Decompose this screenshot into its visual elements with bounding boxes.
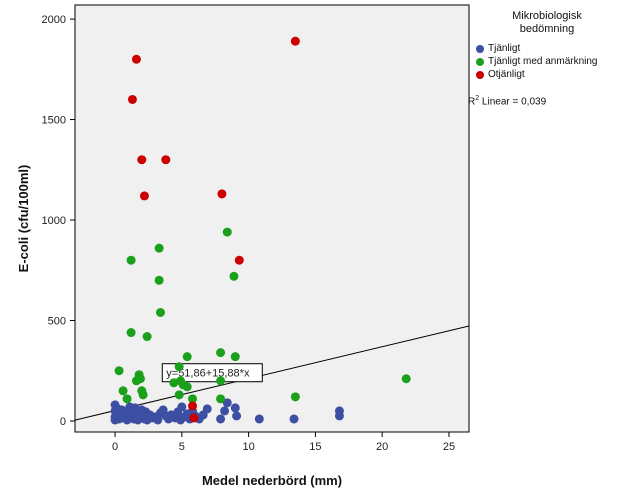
point-tjänligt	[334, 411, 344, 421]
point-tjänligt-med-anmärkning	[122, 394, 132, 404]
point-tjänligt-med-anmärkning	[182, 352, 192, 362]
fit-line	[74, 325, 470, 421]
point-otjänligt	[188, 401, 198, 411]
r2-symbol: R	[468, 96, 476, 108]
point-otjänligt	[127, 94, 137, 104]
point-tjänligt	[220, 406, 230, 416]
x-tick-label: 0	[112, 441, 118, 453]
legend-items: Tjänligt Tjänligt med anmärkning Otjänligt	[472, 42, 622, 81]
plot-area	[74, 4, 470, 433]
fit-line-group: y=51,86+15,88*x	[74, 325, 470, 421]
point-tjänligt	[216, 414, 226, 424]
x-tick-label: 10	[243, 441, 255, 453]
point-tjänligt-med-anmärkning	[155, 307, 165, 317]
point-tjänligt-med-anmärkning	[174, 362, 184, 372]
x-tick-label: 25	[443, 441, 455, 453]
point-tjänligt-med-anmärkning	[216, 376, 226, 386]
y-axis-ticks: 0 500 1000 1500 2000	[42, 14, 75, 428]
fit-equation-box	[161, 363, 263, 383]
point-tjänligt-med-anmärkning	[154, 275, 164, 285]
x-axis-ticks: 0 5 10 15 20 25	[112, 432, 455, 453]
r2-value: Linear = 0,039	[479, 96, 547, 108]
point-tjänligt-med-anmärkning	[126, 255, 136, 265]
point-otjänligt	[234, 255, 244, 265]
legend-label: Otjänligt	[488, 69, 525, 80]
point-tjänligt-med-anmärkning	[401, 374, 411, 384]
point-tjänligt-med-anmärkning	[154, 243, 164, 253]
y-tick-label: 1500	[42, 115, 66, 127]
point-tjänligt-med-anmärkning	[229, 271, 239, 281]
point-otjänligt	[290, 36, 300, 46]
x-axis-title: Medel nederbörd (mm)	[202, 473, 342, 488]
point-tjänligt-med-anmärkning	[216, 394, 226, 404]
point-tjänligt	[202, 404, 212, 414]
data-points	[110, 36, 411, 425]
point-tjänligt-med-anmärkning	[118, 386, 128, 396]
point-tjänligt-med-anmärkning	[126, 328, 136, 338]
point-tjänligt-med-anmärkning	[188, 394, 198, 404]
legend-marker	[476, 44, 484, 53]
point-tjänligt	[254, 414, 264, 424]
legend-marker	[476, 70, 484, 79]
point-tjänligt-med-anmärkning	[182, 382, 192, 392]
r2-superscript: 2	[475, 95, 480, 102]
y-axis-title: E-coli (cfu/100ml)	[16, 165, 31, 273]
x-tick-label: 20	[376, 441, 388, 453]
point-tjänligt	[177, 402, 187, 412]
point-otjänligt	[189, 413, 199, 423]
r2-annotation: R2 Linear = 0,039	[468, 95, 546, 107]
legend-item: Otjänligt	[476, 68, 622, 81]
x-tick-label: 15	[309, 441, 321, 453]
legend-item: Tjänligt med anmärkning	[476, 55, 622, 68]
point-otjänligt	[137, 155, 147, 165]
point-tjänligt	[289, 414, 299, 424]
legend-title-line2: bedömning	[519, 23, 575, 35]
legend-marker	[476, 57, 484, 66]
point-tjänligt-med-anmärkning	[290, 392, 300, 402]
point-tjänligt	[153, 415, 163, 425]
y-tick-label: 2000	[42, 14, 66, 26]
point-otjänligt	[131, 54, 141, 64]
legend: Mikrobiologisk bedömning Tjänligt Tjänlig…	[472, 10, 622, 81]
point-otjänligt	[139, 191, 149, 201]
point-tjänligt-med-anmärkning	[230, 352, 240, 362]
y-tick-label: 0	[60, 416, 66, 428]
legend-title-line1: Mikrobiologisk	[512, 10, 582, 22]
point-tjänligt	[230, 403, 240, 413]
point-tjänligt	[222, 398, 232, 408]
point-tjänligt-med-anmärkning	[216, 348, 226, 358]
x-tick-label: 5	[179, 441, 185, 453]
point-tjänligt-med-anmärkning	[138, 390, 148, 400]
y-tick-label: 1000	[42, 215, 66, 227]
point-tjänligt-med-anmärkning	[114, 366, 124, 376]
point-otjänligt	[217, 189, 227, 199]
point-tjänligt-med-anmärkning	[135, 374, 145, 384]
y-tick-label: 500	[48, 315, 66, 327]
legend-item: Tjänligt	[476, 42, 622, 55]
legend-label: Tjänligt	[488, 43, 521, 54]
fit-equation-label: y=51,86+15,88*x	[166, 368, 250, 380]
point-tjänligt-med-anmärkning	[142, 332, 152, 342]
point-tjänligt	[232, 411, 242, 421]
legend-label: Tjänligt med anmärkning	[488, 56, 598, 67]
point-otjänligt	[161, 155, 171, 165]
point-tjänligt-med-anmärkning	[222, 227, 232, 237]
point-tjänligt-med-anmärkning	[174, 390, 184, 400]
